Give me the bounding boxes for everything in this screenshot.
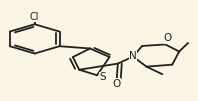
- Text: N: N: [129, 50, 137, 61]
- Text: O: O: [113, 79, 121, 89]
- Text: S: S: [100, 72, 106, 82]
- Text: O: O: [163, 33, 171, 43]
- Text: Cl: Cl: [30, 12, 39, 22]
